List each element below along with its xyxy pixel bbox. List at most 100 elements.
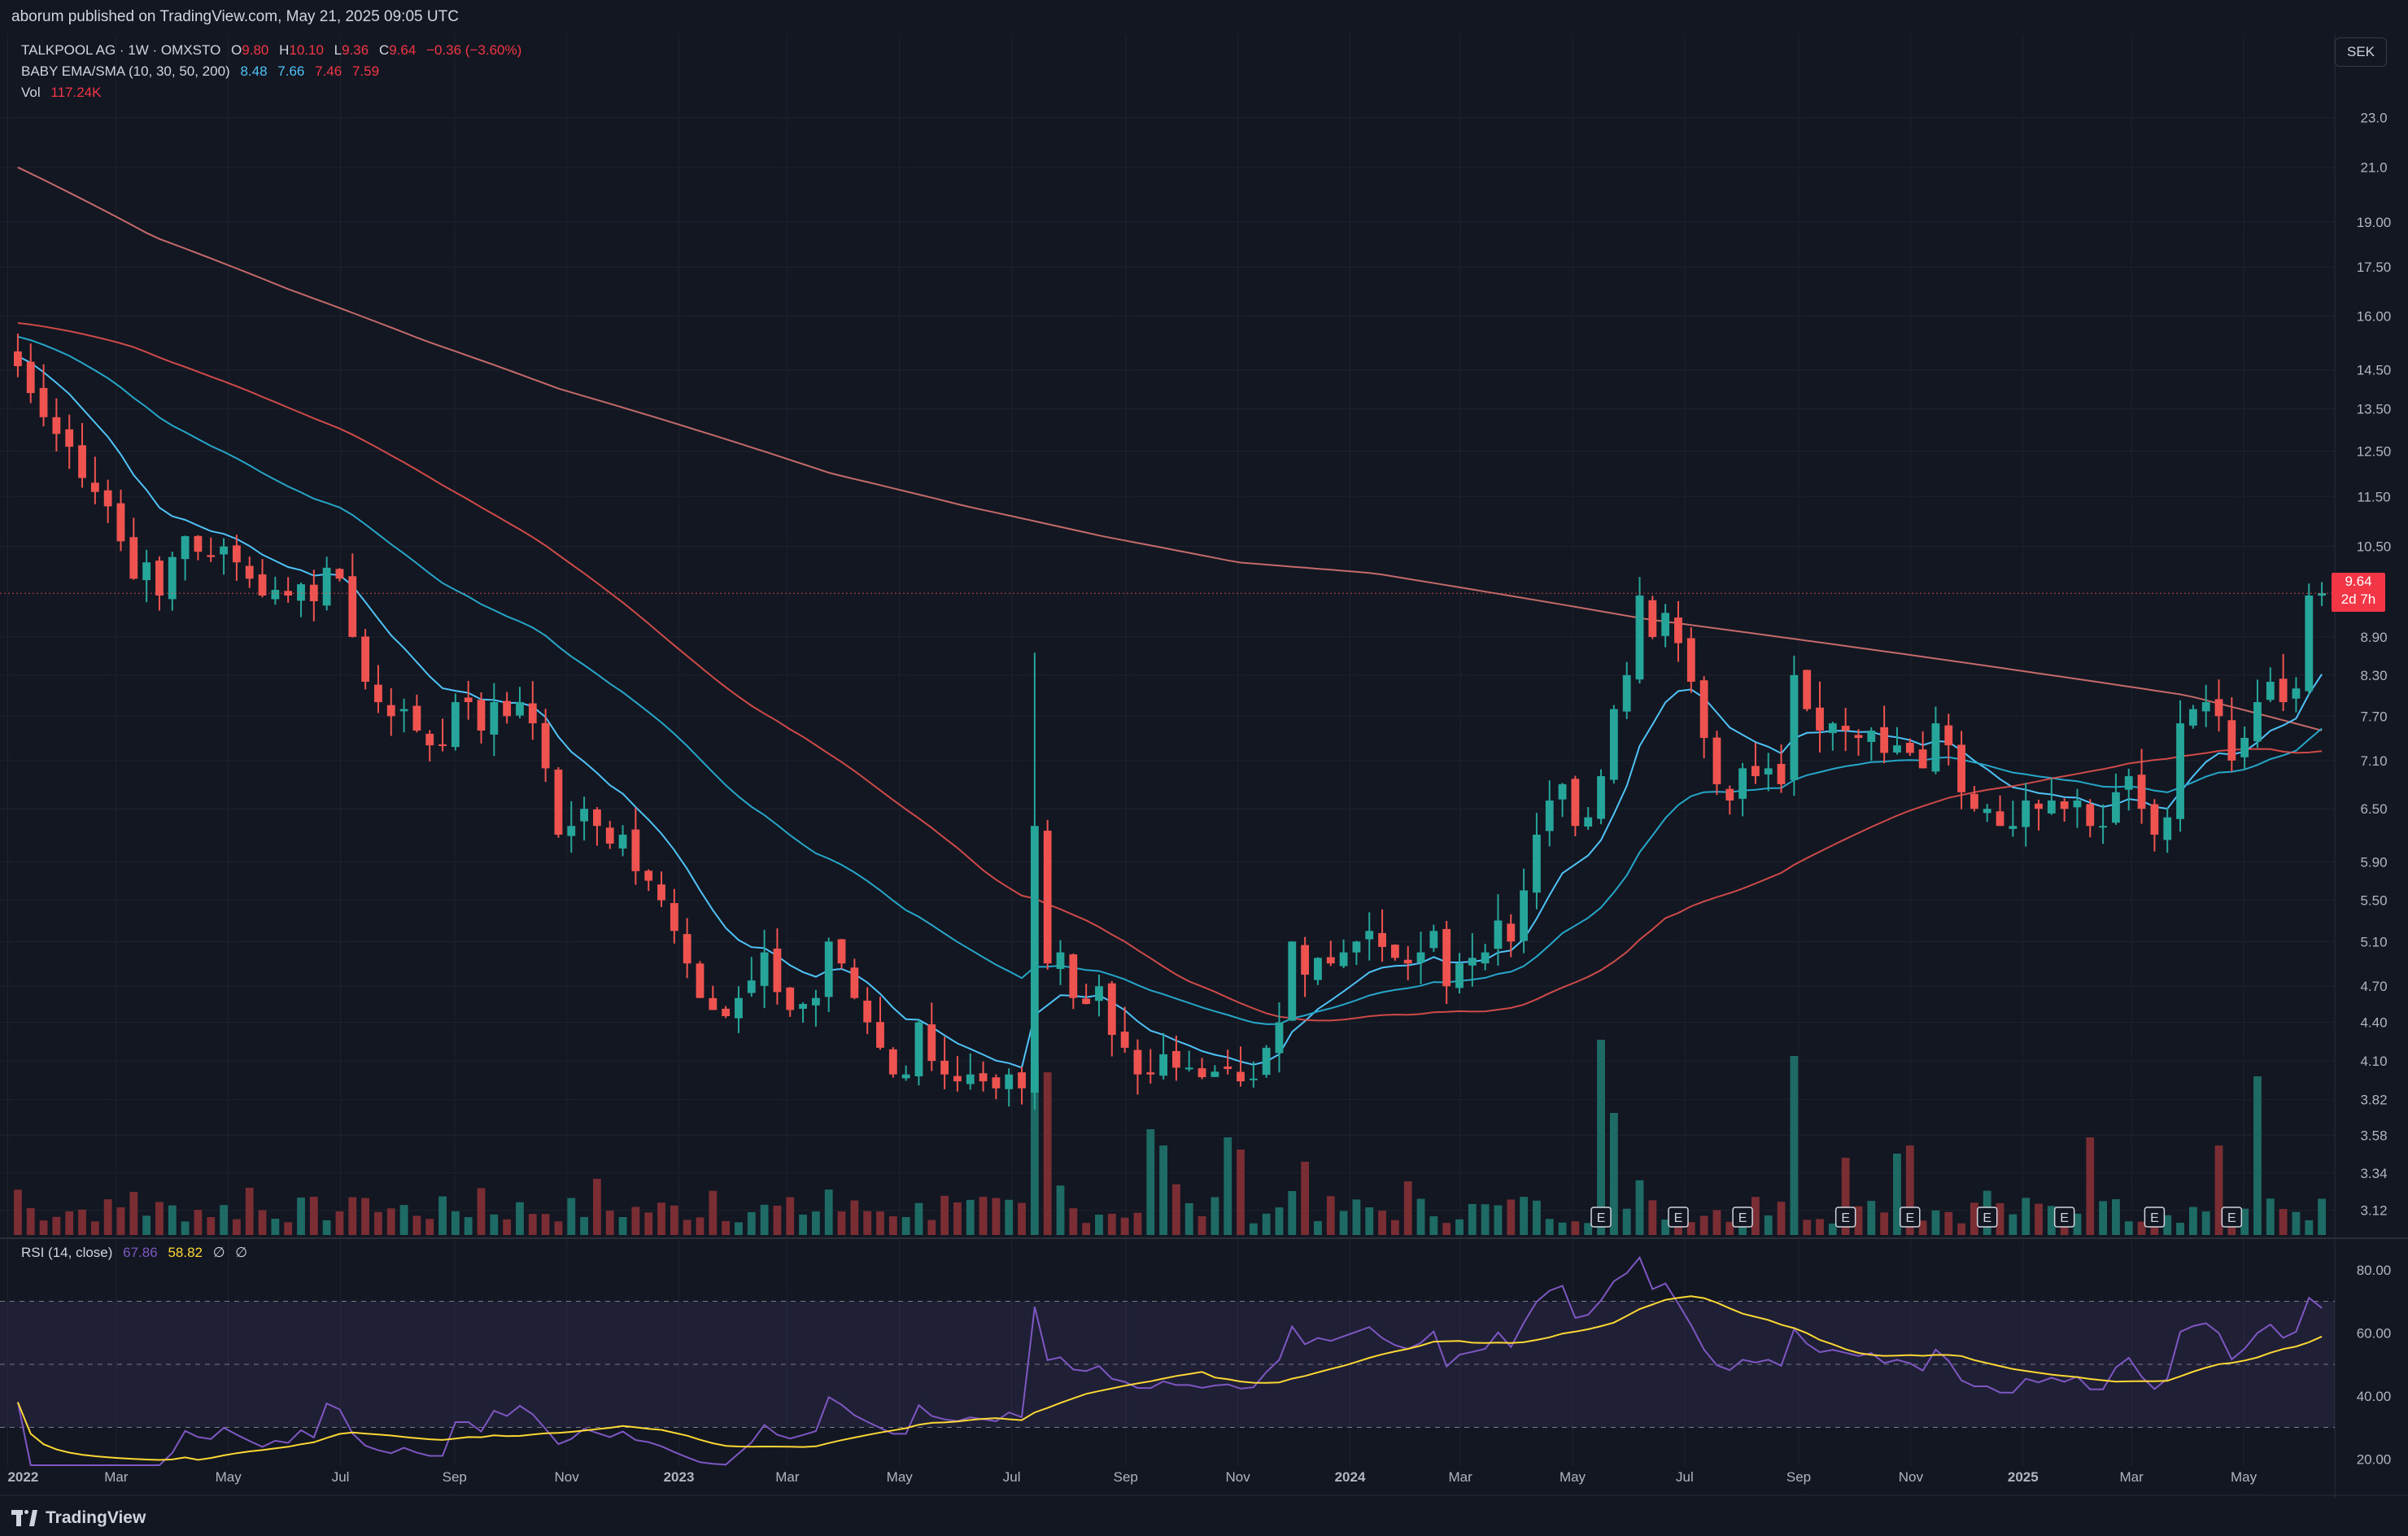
candle-body[interactable] xyxy=(1944,725,1953,746)
candle-body[interactable] xyxy=(1288,941,1297,1021)
candle-body[interactable] xyxy=(2137,775,2146,809)
candle-body[interactable] xyxy=(207,555,216,557)
candle-body[interactable] xyxy=(348,576,357,637)
symbol-name[interactable]: TALKPOOL AG · 1W · OMXSTO xyxy=(21,42,221,58)
candle-body[interactable] xyxy=(1301,945,1310,975)
candle-body[interactable] xyxy=(1661,613,1670,636)
candle-body[interactable] xyxy=(1507,923,1516,942)
candle-body[interactable] xyxy=(1184,1067,1193,1070)
candle-body[interactable] xyxy=(2022,800,2031,827)
candle-body[interactable] xyxy=(245,565,254,579)
candle-body[interactable] xyxy=(116,503,125,542)
candle-body[interactable] xyxy=(1352,941,1361,953)
candle-body[interactable] xyxy=(1442,928,1451,987)
candle-body[interactable] xyxy=(2253,702,2262,742)
candle-body[interactable] xyxy=(773,948,782,993)
earnings-marker[interactable] xyxy=(2144,1207,2166,1228)
candle-body[interactable] xyxy=(657,884,665,901)
candle-body[interactable] xyxy=(361,636,370,682)
candle-body[interactable] xyxy=(232,545,241,563)
candle-body[interactable] xyxy=(683,934,691,964)
candle-body[interactable] xyxy=(554,769,563,835)
candle-body[interactable] xyxy=(220,546,228,555)
candle-body[interactable] xyxy=(1648,600,1657,637)
candle-body[interactable] xyxy=(1197,1068,1206,1078)
candle-body[interactable] xyxy=(516,702,524,716)
volume-label[interactable]: Vol xyxy=(21,85,41,100)
candle-body[interactable] xyxy=(1056,952,1065,969)
candle-body[interactable] xyxy=(1699,680,1708,739)
candle-body[interactable] xyxy=(39,387,48,417)
candle-body[interactable] xyxy=(1558,783,1567,800)
candles[interactable] xyxy=(0,334,2332,1110)
candle-body[interactable] xyxy=(1339,952,1348,967)
candle-body[interactable] xyxy=(1816,707,1824,731)
candle-body[interactable] xyxy=(1533,834,1541,893)
candle-body[interactable] xyxy=(696,963,705,998)
candle-body[interactable] xyxy=(940,1060,949,1075)
price-chart[interactable]: E E E E E E E E E 23.0 21.0 19.00 17.50 16.00 14.50 13… xyxy=(0,34,2408,1499)
candle-body[interactable] xyxy=(425,733,434,746)
candle-body[interactable] xyxy=(1172,1050,1180,1068)
candle-body[interactable] xyxy=(1918,749,1927,769)
candle-body[interactable] xyxy=(2318,593,2326,596)
candle-body[interactable] xyxy=(1030,826,1039,1093)
candle-body[interactable] xyxy=(2201,702,2210,712)
candle-body[interactable] xyxy=(914,1022,923,1076)
candle-body[interactable] xyxy=(399,709,408,712)
candle-body[interactable] xyxy=(2227,720,2236,761)
candle-body[interactable] xyxy=(541,722,550,769)
candle-body[interactable] xyxy=(1082,998,1091,1005)
candle-body[interactable] xyxy=(1481,952,1490,964)
candle-body[interactable] xyxy=(1069,954,1078,998)
candle-body[interactable] xyxy=(438,744,447,746)
candle-body[interactable] xyxy=(1893,745,1901,753)
candle-body[interactable] xyxy=(1841,726,1850,731)
candle-body[interactable] xyxy=(1365,931,1374,940)
candle-body[interactable] xyxy=(2112,792,2120,823)
candle-body[interactable] xyxy=(1622,674,1631,712)
candle-body[interactable] xyxy=(786,987,795,1010)
candle-body[interactable] xyxy=(567,826,576,836)
candle-body[interactable] xyxy=(799,1004,807,1009)
rsi-name[interactable]: RSI (14, close) xyxy=(21,1245,113,1260)
candle-body[interactable] xyxy=(966,1074,975,1084)
candle-body[interactable] xyxy=(1686,638,1695,682)
candle-body[interactable] xyxy=(1378,932,1386,947)
candle-body[interactable] xyxy=(1018,1072,1026,1089)
candle-body[interactable] xyxy=(979,1073,988,1082)
candle-body[interactable] xyxy=(1905,743,1914,753)
candle-body[interactable] xyxy=(1146,1072,1155,1075)
candle-body[interactable] xyxy=(129,537,138,579)
candle-body[interactable] xyxy=(335,569,344,579)
candle-body[interactable] xyxy=(2188,709,2197,726)
candle-body[interactable] xyxy=(837,939,846,964)
candle-body[interactable] xyxy=(580,809,588,822)
candle-body[interactable] xyxy=(181,536,190,560)
earnings-marker[interactable] xyxy=(2053,1207,2075,1228)
candle-body[interactable] xyxy=(1828,723,1837,734)
candle-body[interactable] xyxy=(605,827,614,844)
candle-body[interactable] xyxy=(103,490,112,507)
candle-body[interactable] xyxy=(194,535,203,552)
candle-body[interactable] xyxy=(593,809,601,827)
candle-body[interactable] xyxy=(78,445,86,478)
candle-body[interactable] xyxy=(1314,958,1322,980)
candle-body[interactable] xyxy=(503,700,512,717)
candle-body[interactable] xyxy=(1712,737,1721,784)
candle-body[interactable] xyxy=(477,700,486,731)
candle-body[interactable] xyxy=(1326,957,1335,964)
candle-body[interactable] xyxy=(824,941,833,997)
candle-body[interactable] xyxy=(618,834,627,849)
candle-body[interactable] xyxy=(90,482,99,492)
candle-body[interactable] xyxy=(2163,817,2172,840)
candle-body[interactable] xyxy=(464,697,473,703)
candle-body[interactable] xyxy=(1803,670,1812,709)
candle-body[interactable] xyxy=(1043,831,1052,964)
candle-body[interactable] xyxy=(1005,1074,1014,1089)
candle-body[interactable] xyxy=(2060,801,2069,809)
candle-body[interactable] xyxy=(1725,788,1734,801)
candle-body[interactable] xyxy=(528,703,537,724)
candle-body[interactable] xyxy=(1777,763,1786,784)
